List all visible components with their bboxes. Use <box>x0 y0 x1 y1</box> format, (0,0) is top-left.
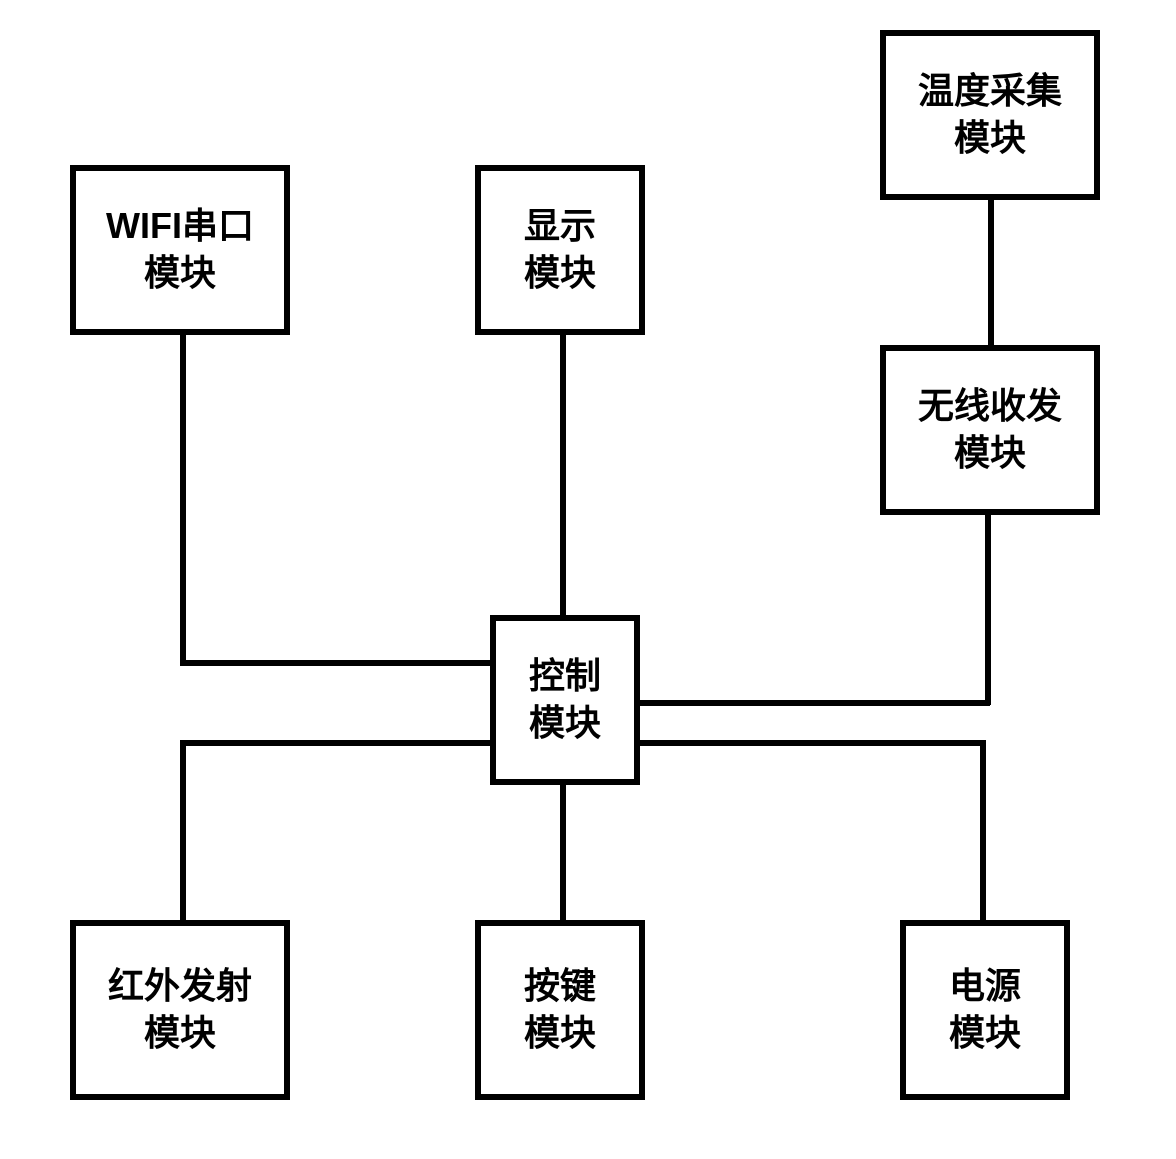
edge-0 <box>988 200 994 345</box>
edge-4 <box>180 660 490 666</box>
node-power-line2: 模块 <box>949 1010 1021 1057</box>
node-button-line2: 模块 <box>524 1010 596 1057</box>
node-control: 控制 模块 <box>490 615 640 785</box>
node-infrared-line2: 模块 <box>144 1010 216 1057</box>
node-button-line1: 按键 <box>524 963 596 1010</box>
node-control-line2: 模块 <box>529 700 601 747</box>
node-temp-line2: 模块 <box>954 115 1026 162</box>
edge-10 <box>980 740 986 920</box>
node-infrared-line1: 红外发射 <box>108 963 252 1010</box>
edge-8 <box>180 740 186 920</box>
node-button: 按键 模块 <box>475 920 645 1100</box>
node-display: 显示 模块 <box>475 165 645 335</box>
edge-9 <box>640 740 985 746</box>
edge-7 <box>180 740 490 746</box>
node-power: 电源 模块 <box>900 920 1070 1100</box>
edge-5 <box>560 335 566 615</box>
node-display-line1: 显示 <box>524 203 596 250</box>
node-wireless-line2: 模块 <box>954 430 1026 477</box>
node-temp: 温度采集 模块 <box>880 30 1100 200</box>
node-wifi-line2: 模块 <box>144 250 216 297</box>
node-power-line1: 电源 <box>949 963 1021 1010</box>
node-wireless-line1: 无线收发 <box>918 383 1062 430</box>
node-infrared: 红外发射 模块 <box>70 920 290 1100</box>
node-wifi-line1: WIFI串口 <box>106 203 254 250</box>
edge-3 <box>180 335 186 665</box>
edge-1 <box>985 515 991 705</box>
node-wifi: WIFI串口 模块 <box>70 165 290 335</box>
node-display-line2: 模块 <box>524 250 596 297</box>
node-control-line1: 控制 <box>529 653 601 700</box>
node-wireless: 无线收发 模块 <box>880 345 1100 515</box>
node-temp-line1: 温度采集 <box>918 68 1062 115</box>
edge-2 <box>640 700 990 706</box>
edge-6 <box>560 785 566 920</box>
